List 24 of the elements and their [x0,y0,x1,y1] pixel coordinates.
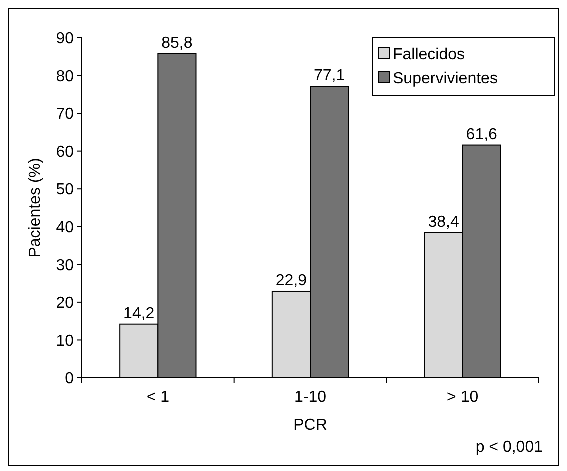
y-tick-label: 0 [65,370,74,388]
data-label: 14,2 [124,305,155,322]
data-label: 22,9 [276,272,308,290]
x-axis-title: PCR [294,417,328,434]
y-tick-label: 30 [56,257,74,274]
y-tick-label: 90 [56,30,74,48]
legend-label: Supervivientes [393,70,498,88]
y-tick-label: 10 [56,332,74,350]
y-tick-label: 50 [56,182,74,199]
data-label: 77,1 [314,68,346,85]
data-label: 38,4 [428,214,460,231]
y-tick-label: 70 [56,106,74,124]
data-label: 85,8 [162,34,193,52]
y-tick-label: 40 [56,219,74,236]
x-tick-label: 1-10 [294,389,327,406]
legend-label: Fallecidos [393,46,466,64]
y-tick-label: 20 [56,295,74,312]
text: p < 0,001 [476,439,544,456]
x-tick-label: > 10 [447,389,479,406]
y-tick-label: 80 [56,68,74,86]
y-axis-title: Pacientes (%) [27,158,44,258]
x-tick-label: < 1 [146,389,170,406]
y-tick-label: 60 [56,144,74,161]
data-label: 61,6 [466,126,498,144]
